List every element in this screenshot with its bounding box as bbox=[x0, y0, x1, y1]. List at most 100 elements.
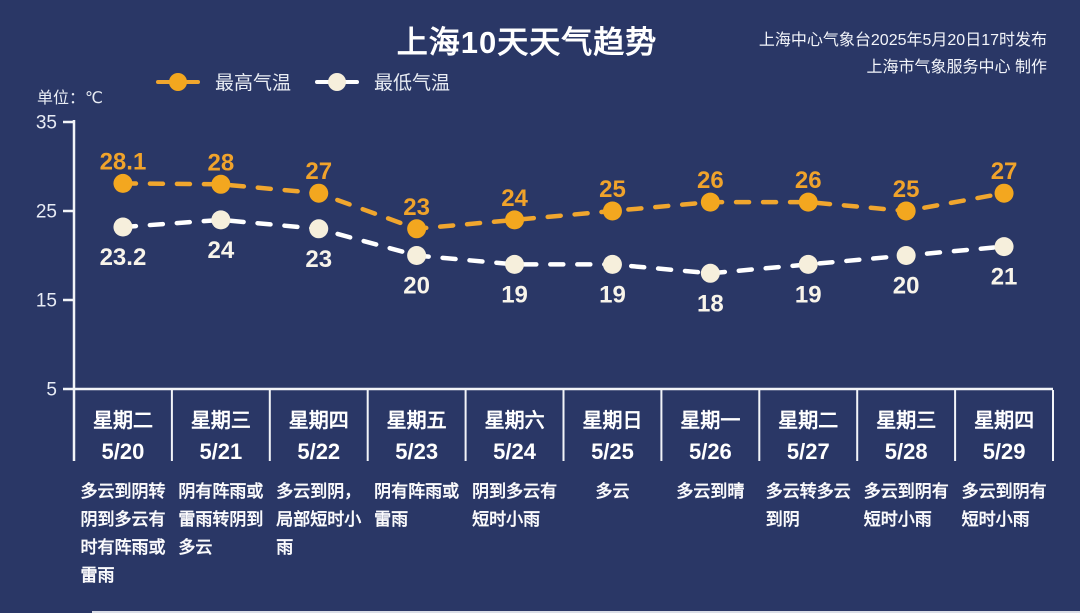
day-label: 星期三 bbox=[190, 410, 251, 432]
high-temp-value-label: 27 bbox=[991, 158, 1018, 185]
weather-text: 多云到阴转 阴到多云有 时有阵雨或 雷雨 bbox=[80, 482, 166, 585]
low-temp-point bbox=[211, 210, 231, 230]
high-temp-legend-label: 最高气温 bbox=[215, 73, 292, 94]
date-label: 5/29 bbox=[982, 439, 1026, 464]
weather-text-wrap: 多云 bbox=[564, 478, 662, 506]
low-temp-value-label: 19 bbox=[599, 281, 626, 308]
weather-text: 阴有阵雨或 雷雨转阴到 多云 bbox=[178, 482, 264, 557]
day-column: 星期五 5/23 阴有阵雨或 雷雨 bbox=[368, 389, 466, 590]
low-temp-point bbox=[896, 246, 916, 265]
day-column: 星期四 5/29 多云到阴有 短时小雨 bbox=[955, 389, 1053, 590]
high-temp-point bbox=[994, 183, 1014, 203]
low-temp-legend-marker-icon bbox=[315, 72, 360, 91]
high-temp-value-label: 27 bbox=[305, 158, 332, 185]
high-temp-value-label: 23 bbox=[403, 194, 430, 221]
day-columns: 星期二 5/20 多云到阴转 阴到多云有 时有阵雨或 雷雨 星期三 5/21 阴… bbox=[74, 389, 1053, 590]
high-temp-point bbox=[505, 210, 525, 230]
high-temp-legend-dot-icon bbox=[169, 72, 187, 91]
high-temp-point bbox=[700, 192, 720, 212]
page-title: 上海10天天气趋势 bbox=[396, 25, 658, 60]
weather-text: 阴到多云有 短时小雨 bbox=[472, 482, 558, 529]
low-temp-point bbox=[113, 217, 133, 237]
low-temp-value-label: 23.2 bbox=[100, 244, 147, 271]
day-column: 星期三 5/28 多云到阴有 短时小雨 bbox=[857, 389, 955, 590]
day-label: 星期三 bbox=[876, 410, 937, 432]
day-label: 星期五 bbox=[386, 410, 447, 432]
high-temp-value-label: 25 bbox=[893, 176, 920, 203]
low-temp-point bbox=[602, 254, 622, 274]
weather-text-wrap: 多云到阴， 局部短时小 雨 bbox=[270, 478, 368, 562]
high-temp-value-label: 26 bbox=[697, 167, 724, 194]
date-label: 5/23 bbox=[395, 439, 439, 464]
weather-text-wrap: 阴有阵雨或 雷雨转阴到 多云 bbox=[172, 478, 270, 562]
day-label: 星期二 bbox=[92, 410, 153, 432]
high-temp-value-label: 26 bbox=[795, 167, 822, 194]
day-column: 星期二 5/20 多云到阴转 阴到多云有 时有阵雨或 雷雨 bbox=[74, 389, 172, 590]
day-label: 星期六 bbox=[484, 410, 545, 432]
low-temp-value-label: 19 bbox=[795, 281, 822, 308]
weather-text: 多云转多云 到阴 bbox=[765, 482, 851, 529]
low-temp-legend-dot-icon bbox=[328, 72, 347, 91]
y-axis-tick-label: 5 bbox=[46, 380, 57, 401]
low-temp-point bbox=[309, 219, 329, 239]
high-temp-point bbox=[113, 173, 133, 193]
bottom-edge-line bbox=[92, 611, 1080, 613]
weather-text: 多云到晴 bbox=[676, 482, 745, 501]
high-temp-point bbox=[309, 183, 329, 203]
low-temp-value-label: 24 bbox=[207, 237, 234, 264]
date-label: 5/22 bbox=[297, 439, 341, 464]
date-label: 5/27 bbox=[786, 439, 830, 464]
day-label: 星期日 bbox=[582, 410, 643, 432]
low-temp-value-label: 20 bbox=[893, 273, 920, 300]
low-temp-legend-label: 最低气温 bbox=[374, 73, 451, 94]
low-temp-value-label: 18 bbox=[697, 290, 724, 317]
high-temp-point bbox=[896, 201, 916, 221]
chart-legend: 最高气温 最低气温 bbox=[156, 68, 450, 95]
date-label: 5/25 bbox=[591, 439, 634, 464]
day-label: 星期四 bbox=[974, 410, 1035, 432]
weather-text-wrap: 多云到阴有 短时小雨 bbox=[857, 478, 955, 534]
low-temp-value-label: 21 bbox=[991, 264, 1018, 291]
weather-text: 多云到阴有 短时小雨 bbox=[961, 482, 1047, 529]
day-column: 星期三 5/21 阴有阵雨或 雷雨转阴到 多云 bbox=[172, 389, 270, 590]
low-temp-point bbox=[700, 263, 720, 283]
date-label: 5/20 bbox=[101, 439, 145, 464]
unit-label: 单位：℃ bbox=[37, 90, 103, 107]
legend-item-high-temp: 最高气温 bbox=[156, 68, 291, 95]
date-label: 5/28 bbox=[884, 439, 928, 464]
y-axis-tick-label: 35 bbox=[36, 113, 57, 134]
high-temp-point bbox=[602, 201, 622, 221]
weather-text-wrap: 多云到阴转 阴到多云有 时有阵雨或 雷雨 bbox=[74, 478, 172, 590]
low-temp-value-label: 19 bbox=[501, 281, 528, 308]
day-column: 星期日 5/25 多云 bbox=[564, 389, 662, 590]
low-temp-point bbox=[505, 254, 525, 274]
issuer-line2: 上海市气象服务中心 制作 bbox=[866, 59, 1047, 76]
low-temp-value-label: 20 bbox=[403, 273, 430, 300]
high-temp-value-label: 28 bbox=[207, 149, 234, 176]
issuer-line1: 上海中心气象台2025年5月20日17时发布 bbox=[758, 32, 1047, 49]
weather-text: 多云 bbox=[595, 482, 630, 501]
weather-text-wrap: 多云转多云 到阴 bbox=[759, 478, 857, 534]
high-temp-value-label: 25 bbox=[599, 176, 626, 203]
y-axis-tick-label: 15 bbox=[36, 291, 57, 312]
date-label: 5/21 bbox=[199, 439, 243, 464]
date-label: 5/26 bbox=[688, 439, 732, 464]
day-column: 星期一 5/26 多云到晴 bbox=[661, 389, 759, 590]
day-column: 星期二 5/27 多云转多云 到阴 bbox=[759, 389, 857, 590]
y-axis-tick-label: 25 bbox=[36, 202, 57, 223]
day-column: 星期六 5/24 阴到多云有 短时小雨 bbox=[466, 389, 564, 590]
weather-text: 多云到阴， 局部短时小 雨 bbox=[276, 482, 362, 557]
day-label: 星期四 bbox=[288, 410, 349, 432]
low-temp-point bbox=[994, 237, 1014, 257]
legend-item-low-temp: 最低气温 bbox=[315, 68, 450, 95]
day-label: 星期一 bbox=[680, 410, 741, 432]
issuer-info: 上海中心气象台2025年5月20日17时发布 上海市气象服务中心 制作 bbox=[759, 27, 1047, 81]
high-temp-value-label: 24 bbox=[501, 185, 528, 212]
high-temp-point bbox=[211, 174, 231, 194]
weather-text-wrap: 阴到多云有 短时小雨 bbox=[466, 478, 564, 534]
low-temp-point bbox=[407, 246, 427, 265]
high-temp-point bbox=[798, 192, 818, 212]
low-temp-value-label: 23 bbox=[305, 246, 332, 273]
high-temp-legend-marker-icon bbox=[156, 72, 200, 91]
